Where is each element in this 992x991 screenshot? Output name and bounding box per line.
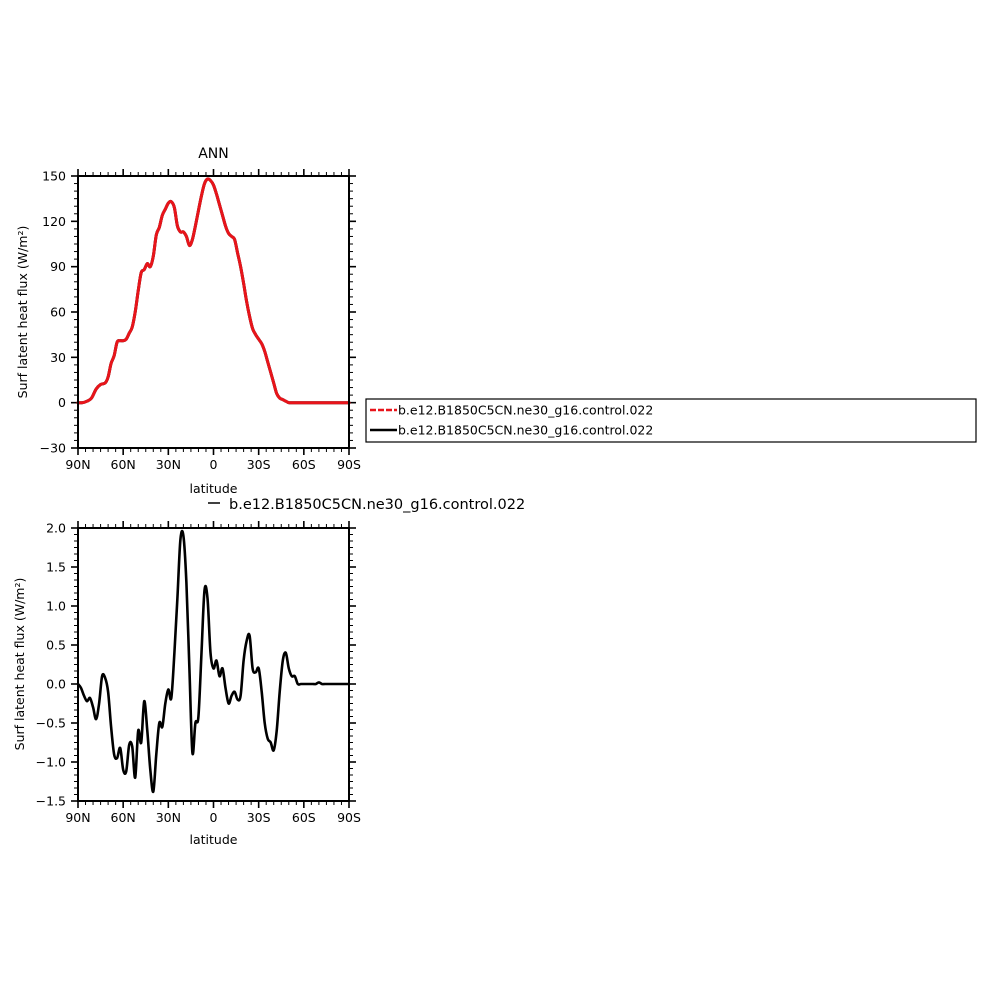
y-tick-label: −1.0 — [36, 755, 66, 770]
x-tick-label: 90S — [337, 457, 361, 472]
y-tick-label: 0.5 — [46, 638, 66, 653]
y-tick-label: 1.0 — [46, 599, 66, 614]
y-tick-labels: −30 0 30 60 90 120 150 — [40, 169, 66, 456]
x-tick-label: 30S — [247, 457, 271, 472]
y-tick-label: 120 — [42, 214, 66, 229]
series-label: b.e12.B1850C5CN.ne30_g16.control.022 — [229, 497, 525, 513]
y-tick-label: −1.5 — [36, 794, 66, 809]
x-axis-title: latitude — [190, 832, 238, 847]
legend: b.e12.B1850C5CN.ne30_g16.control.022 b.e… — [365, 398, 977, 443]
y-tick-labels: −1.5 −1.0 −0.5 0.0 0.5 1.0 1.5 2.0 — [36, 521, 66, 809]
y-tick-label: 90 — [50, 259, 66, 274]
x-tick-label: 30N — [156, 457, 181, 472]
x-tick-label: 90S — [337, 810, 361, 825]
x-tick-labels: 90N 60N 30N 0 30S 60S 90S — [65, 457, 361, 472]
panel-difference: b.e12.B1850C5CN.ne30_g16.control.022 90N… — [12, 497, 525, 847]
series-line — [76, 177, 351, 405]
y-axis-title: Surf latent heat flux (W/m²) — [15, 226, 30, 399]
x-axis-title: latitude — [190, 481, 238, 496]
y-tick-label: −0.5 — [36, 716, 66, 731]
y-axis-title: Surf latent heat flux (W/m²) — [12, 578, 27, 751]
panel-ann: ANN 90N 60N 30N 0 30S 60S 90S −30 0 30 60 90 120 150… — [15, 146, 361, 496]
chart-title: ANN — [198, 146, 229, 162]
plot-frame — [77, 175, 350, 449]
x-tick-label: 60N — [111, 457, 136, 472]
y-tick-label: 30 — [50, 350, 66, 365]
x-tick-label: 30S — [247, 810, 271, 825]
x-tick-label: 90N — [65, 810, 90, 825]
x-tick-label: 90N — [65, 457, 90, 472]
plot-frame — [77, 527, 350, 802]
y-tick-label: 150 — [42, 169, 66, 184]
y-tick-label: 0.0 — [46, 677, 66, 692]
series-line — [76, 529, 351, 794]
y-tick-label: 60 — [50, 305, 66, 320]
x-tick-labels: 90N 60N 30N 0 30S 60S 90S — [65, 810, 361, 825]
y-tick-label: 0 — [58, 395, 66, 410]
y-tick-label: 1.5 — [46, 560, 66, 575]
x-tick-label: 0 — [210, 810, 218, 825]
legend-entry-black: b.e12.B1850C5CN.ne30_g16.control.022 — [398, 423, 653, 438]
x-tick-label: 30N — [156, 810, 181, 825]
x-tick-label: 60S — [292, 457, 316, 472]
series-lines — [76, 177, 351, 405]
series-lines — [76, 529, 351, 794]
x-tick-label: 60N — [111, 810, 136, 825]
legend-entry-red: b.e12.B1850C5CN.ne30_g16.control.022 — [398, 403, 653, 418]
x-tick-label: 60S — [292, 810, 316, 825]
x-tick-label: 0 — [210, 457, 218, 472]
y-tick-label: 2.0 — [46, 521, 66, 536]
legend-box — [365, 398, 977, 443]
y-tick-label: −30 — [40, 441, 66, 456]
